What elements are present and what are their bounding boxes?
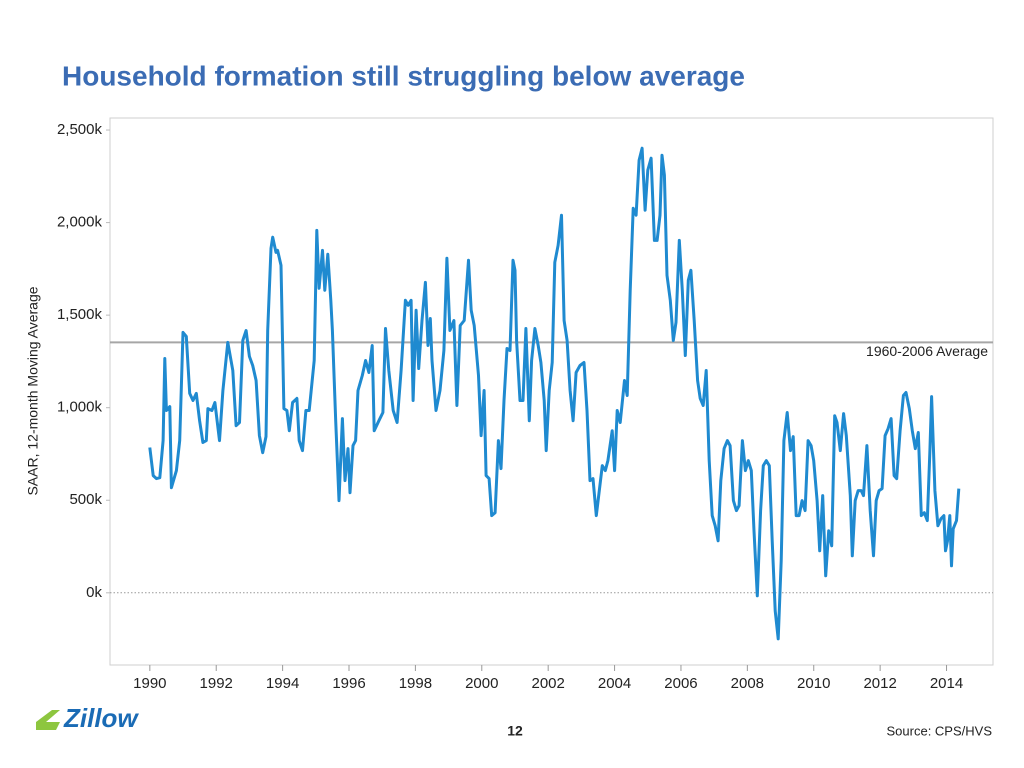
data-line (148, 146, 961, 641)
x-tick-label: 2002 (531, 675, 564, 692)
y-axis-label: SAAR, 12-month Moving Average (25, 286, 41, 495)
x-tick-label: 2000 (465, 675, 498, 692)
y-tick-label: 0k (86, 584, 102, 601)
x-tick-label: 2010 (797, 675, 830, 692)
x-tick-label: 1998 (399, 675, 432, 692)
logo-text: Zillow (63, 703, 139, 733)
reference-label: 1960-2006 Average (866, 343, 988, 359)
x-tick-label: 2008 (731, 675, 764, 692)
y-tick-label: 500k (69, 491, 102, 508)
x-tick-label: 1990 (133, 675, 166, 692)
x-tick-label: 1992 (200, 675, 233, 692)
source: Source: CPS/HVS (887, 723, 993, 738)
x-tick-label: 2006 (664, 675, 697, 692)
page-number: 12 (507, 723, 523, 739)
logo-mark (36, 710, 60, 730)
y-tick-label: 1,500k (57, 306, 103, 323)
x-tick-label: 1996 (332, 675, 365, 692)
x-tick-label: 2014 (930, 675, 963, 692)
y-tick-label: 2,500k (57, 121, 103, 138)
x-tick-label: 2012 (863, 675, 896, 692)
zillow-logo: Zillow (36, 703, 139, 733)
y-tick-label: 2,000k (57, 214, 103, 231)
plot-frame (109, 117, 994, 666)
x-tick-label: 2004 (598, 675, 631, 692)
y-tick-label: 1,000k (57, 399, 103, 416)
chart-title: Household formation still struggling bel… (62, 60, 745, 91)
x-tick-label: 1994 (266, 675, 299, 692)
